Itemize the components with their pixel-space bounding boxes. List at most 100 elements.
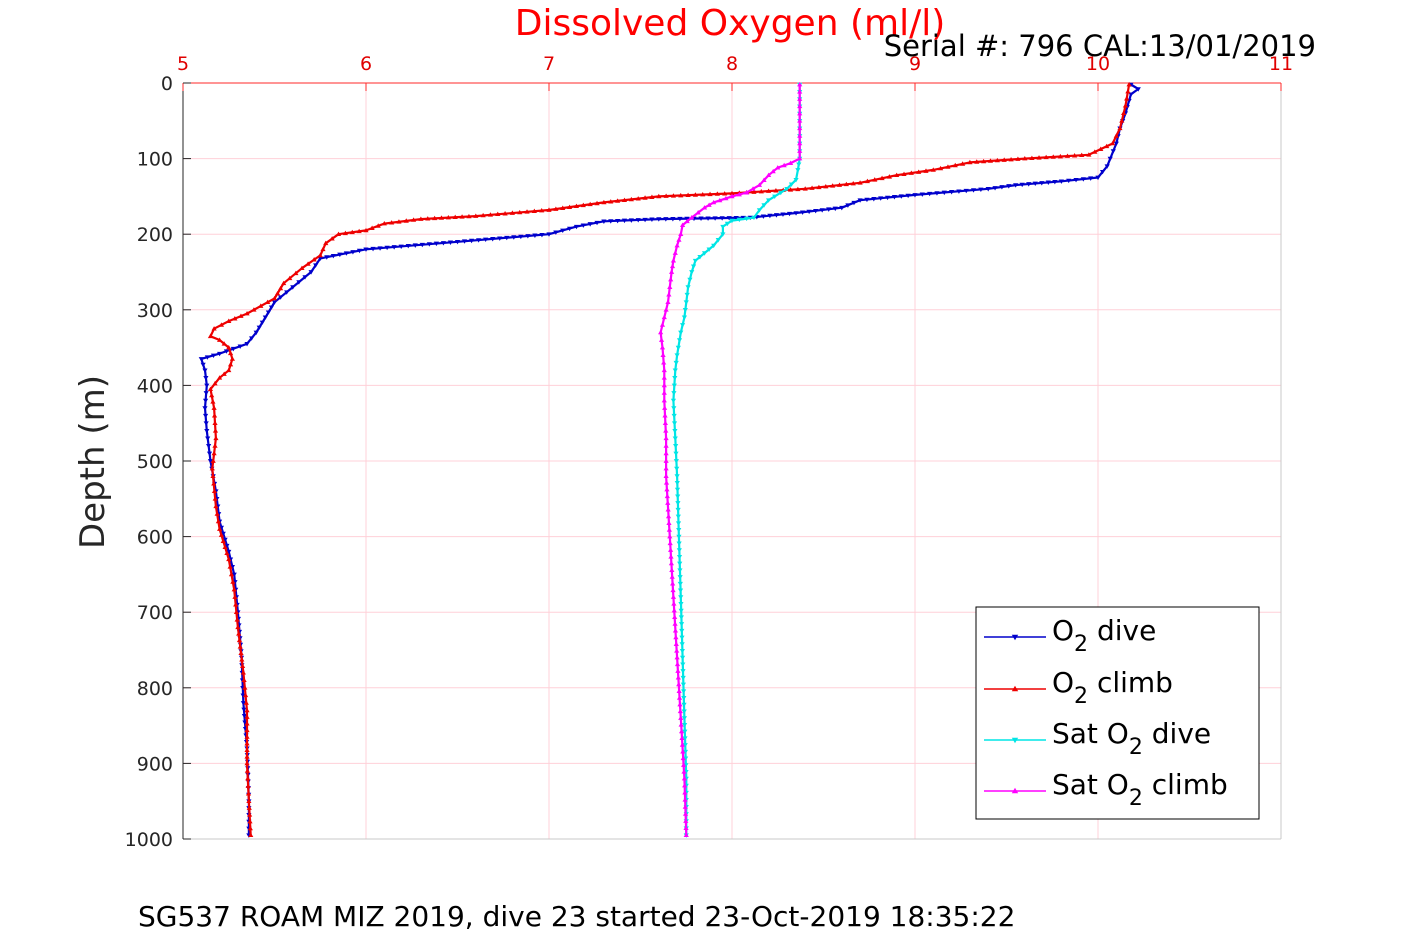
data-point-o2-climb	[299, 265, 305, 271]
series-sat-o2-climb	[658, 81, 803, 838]
data-point-o2-climb	[244, 707, 250, 713]
data-point-o2-climb	[1015, 156, 1021, 161]
data-point-o2-climb	[228, 571, 235, 577]
data-point-o2-dive	[845, 203, 851, 208]
data-point-sat-o2-climb	[671, 601, 677, 606]
data-point-o2-dive	[677, 216, 683, 222]
data-point-o2-dive	[884, 195, 891, 201]
data-point-o2-dive	[231, 572, 237, 577]
data-point-o2-climb	[495, 211, 501, 217]
data-point-sat-o2-dive	[736, 217, 742, 223]
data-point-sat-o2-dive	[687, 277, 693, 283]
data-point-o2-climb	[229, 356, 236, 361]
data-point-o2-climb	[1043, 154, 1049, 160]
data-point-o2-climb	[212, 496, 218, 501]
data-point-o2-dive	[642, 217, 648, 223]
data-point-sat-o2-climb	[675, 675, 681, 680]
data-point-o2-dive	[256, 325, 262, 331]
data-point-o2-climb	[751, 189, 757, 194]
data-point-sat-o2-climb	[668, 554, 674, 559]
legend-marker	[1011, 634, 1019, 641]
data-point-o2-dive	[1019, 182, 1025, 188]
data-point-o2-dive	[202, 406, 208, 411]
y-tick-label: 300	[137, 300, 173, 322]
data-point-sat-o2-dive	[671, 413, 677, 419]
data-point-o2-climb	[246, 798, 252, 804]
data-point-o2-climb	[685, 192, 691, 198]
data-point-o2-climb	[244, 727, 250, 733]
data-point-o2-climb	[959, 161, 966, 166]
data-point-o2-dive	[203, 376, 209, 381]
data-point-o2-climb	[594, 200, 600, 206]
data-point-o2-dive	[240, 693, 246, 698]
data-point-o2-climb	[271, 295, 278, 301]
data-point-sat-o2-climb	[663, 450, 669, 456]
data-point-o2-dive	[819, 208, 825, 213]
data-point-o2-climb	[227, 362, 234, 367]
data-point-o2-dive	[941, 190, 947, 196]
data-point-o2-climb	[245, 783, 251, 788]
data-point-o2-dive	[1052, 180, 1058, 185]
data-point-o2-climb	[287, 275, 293, 281]
x-tick-label: 7	[543, 53, 555, 75]
data-point-sat-o2-climb	[797, 103, 803, 109]
data-point-o2-dive	[760, 214, 766, 219]
data-point-o2-climb	[363, 227, 369, 233]
data-point-o2-climb	[608, 199, 614, 204]
data-point-o2-dive	[483, 237, 489, 243]
data-point-o2-climb	[242, 685, 248, 690]
data-point-o2-climb	[226, 318, 232, 323]
data-point-o2-climb	[244, 754, 250, 759]
data-point-o2-dive	[249, 336, 255, 341]
data-point-o2-dive	[253, 330, 259, 336]
data-point-o2-climb	[553, 206, 559, 211]
data-point-sat-o2-dive	[681, 315, 688, 320]
data-point-o2-dive	[204, 428, 210, 434]
data-point-sat-o2-climb	[668, 276, 674, 282]
data-point-sat-o2-climb	[797, 125, 803, 131]
data-point-o2-climb	[656, 193, 662, 199]
data-point-o2-dive	[405, 244, 411, 249]
data-point-o2-dive	[985, 187, 991, 192]
data-point-sat-o2-dive	[795, 168, 801, 173]
data-point-sat-o2-climb	[682, 804, 688, 809]
data-point-o2-dive	[649, 217, 655, 222]
chart-title: Dissolved Oxygen (ml/l)	[515, 3, 946, 44]
legend-label: O2 dive	[1052, 614, 1156, 657]
data-point-sat-o2-dive	[690, 264, 697, 269]
data-point-o2-climb	[1110, 140, 1116, 146]
legend: O2 dive O2 climb Sat O2 dive Sat O2 climb	[975, 606, 1260, 820]
y-tick-label: 100	[137, 149, 173, 171]
data-point-sat-o2-climb	[680, 755, 686, 761]
serial-calibration-label: Serial #: 796 CAL:13/01/2019	[884, 29, 1316, 63]
y-tick-label: 1000	[125, 829, 173, 851]
data-point-o2-climb	[809, 185, 815, 190]
data-point-o2-climb	[247, 812, 253, 817]
data-point-sat-o2-climb	[677, 702, 683, 707]
data-point-o2-climb	[1104, 143, 1110, 149]
data-point-sat-o2-dive	[692, 258, 698, 264]
data-point-sat-o2-climb	[661, 360, 667, 365]
data-point-sat-o2-climb	[679, 735, 685, 741]
data-point-o2-climb	[226, 556, 232, 562]
data-point-o2-dive	[237, 344, 243, 349]
legend-marker	[1011, 737, 1019, 744]
data-point-sat-o2-climb	[723, 195, 729, 201]
data-point-o2-climb	[857, 180, 863, 185]
data-point-o2-climb	[214, 511, 220, 516]
data-point-o2-dive	[412, 243, 418, 248]
series-line-sat-o2-dive	[672, 84, 801, 836]
data-point-o2-climb	[729, 190, 735, 196]
data-point-o2-climb	[766, 188, 772, 193]
data-point-o2-dive	[670, 217, 676, 222]
data-point-o2-climb	[251, 307, 257, 312]
data-point-sat-o2-climb	[663, 480, 670, 485]
data-point-o2-climb	[207, 386, 214, 391]
data-point-sat-o2-dive	[674, 474, 680, 479]
y-tick-label: 600	[137, 527, 173, 549]
data-point-o2-dive	[719, 216, 725, 221]
data-point-o2-climb	[274, 290, 281, 296]
y-tick-label: 0	[161, 73, 173, 95]
data-point-o2-dive	[398, 244, 404, 250]
data-point-sat-o2-climb	[682, 797, 688, 802]
